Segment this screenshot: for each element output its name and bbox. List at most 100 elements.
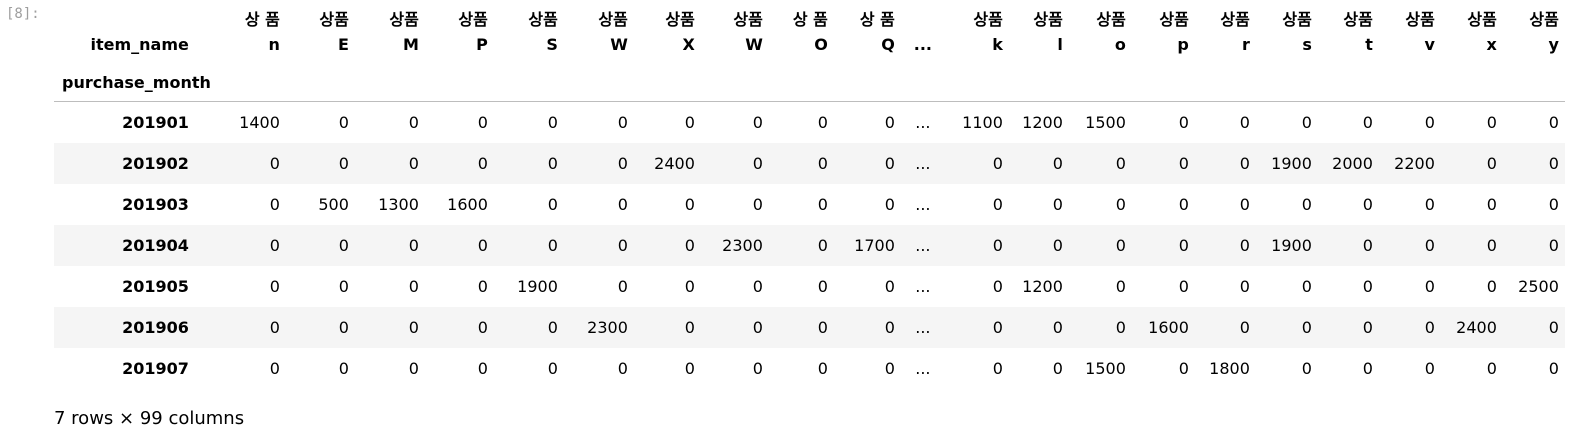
table-cell: 1200 xyxy=(1022,112,1063,132)
table-cell: 0 xyxy=(1548,317,1559,337)
column-header: 상 품 O xyxy=(769,0,834,61)
column-header-bottom: X xyxy=(682,35,695,54)
table-cell: 0 xyxy=(547,153,558,173)
column-header-bottom: M xyxy=(402,35,419,54)
blank-header-cell xyxy=(217,61,286,102)
table-cell: 2300 xyxy=(587,317,628,337)
table-cell: 0 xyxy=(1362,276,1373,296)
table-cell: 0 xyxy=(1052,358,1063,378)
table-cell: 0 xyxy=(1178,112,1189,132)
row-index-label: 201904 xyxy=(122,235,189,255)
column-header-top: 상품 xyxy=(1405,10,1435,29)
table-cell: 0 xyxy=(817,317,828,337)
table-cell: 1800 xyxy=(1209,358,1250,378)
table-cell: 0 xyxy=(1362,235,1373,255)
column-header-top: 상품 xyxy=(1033,10,1063,29)
column-header-bottom: r xyxy=(1241,35,1250,54)
row-index-label: 201906 xyxy=(122,317,189,337)
column-header: 상품 r xyxy=(1195,0,1256,61)
column-header: 상 품 n xyxy=(217,0,286,61)
column-header-top: 상품 xyxy=(1159,10,1189,29)
table-cell: 0 xyxy=(477,235,488,255)
table-cell: 0 xyxy=(817,276,828,296)
index-header-row: purchase_month xyxy=(54,61,1565,102)
column-header: 상품 W xyxy=(564,0,634,61)
blank-header-cell xyxy=(834,61,901,102)
column-header: 상품 v xyxy=(1379,0,1441,61)
table-cell: 0 xyxy=(617,235,628,255)
table-cell: 0 xyxy=(992,358,1003,378)
table-cell: 0 xyxy=(752,194,763,214)
table-cell: 1700 xyxy=(854,235,895,255)
blank-header-cell xyxy=(1379,61,1441,102)
column-header: 상품 x xyxy=(1441,0,1503,61)
table-cell: 0 xyxy=(817,112,828,132)
column-header-bottom: o xyxy=(1114,35,1126,54)
table-cell: 0 xyxy=(1424,358,1435,378)
index-axis-label: purchase_month xyxy=(62,73,211,92)
table-cell: 1600 xyxy=(1148,317,1189,337)
table-cell: 1900 xyxy=(1271,235,1312,255)
column-header-bottom: x xyxy=(1486,35,1497,54)
table-cell: 0 xyxy=(1362,112,1373,132)
table-cell: 0 xyxy=(752,317,763,337)
row-index-label: 201901 xyxy=(122,112,189,132)
column-header-bottom: W xyxy=(610,35,628,54)
column-header: 상 품 Q xyxy=(834,0,901,61)
table-cell: 0 xyxy=(338,276,349,296)
table-row: 201904 0 0 0 0 0 0 0 2300 0 1700... 0 0 0 0 0 1900 0 0 0 0 xyxy=(54,224,1565,266)
table-cell: 0 xyxy=(884,112,895,132)
table-cell: 0 xyxy=(1301,112,1312,132)
table-cell: 0 xyxy=(617,194,628,214)
table-cell: 0 xyxy=(1301,194,1312,214)
column-header-top: 상품 xyxy=(1529,10,1559,29)
blank-header-cell xyxy=(425,61,494,102)
column-header-top: 상품 xyxy=(528,10,558,29)
column-header-top: 상품 xyxy=(1282,10,1312,29)
table-cell: 0 xyxy=(817,358,828,378)
table-cell: 0 xyxy=(1486,194,1497,214)
table-cell: 0 xyxy=(1486,153,1497,173)
table-cell: 0 xyxy=(547,317,558,337)
blank-header-cell xyxy=(355,61,425,102)
column-header-bottom: E xyxy=(337,35,349,54)
table-cell: 0 xyxy=(269,317,280,337)
blank-header-cell xyxy=(1441,61,1503,102)
table-cell: 0 xyxy=(477,153,488,173)
table-cell: 0 xyxy=(1548,153,1559,173)
table-cell: 0 xyxy=(408,153,419,173)
blank-header-cell xyxy=(494,61,564,102)
blank-header-cell xyxy=(701,61,769,102)
blank-header-cell xyxy=(1009,61,1069,102)
table-cell: 0 xyxy=(477,317,488,337)
column-header-top: 상 품 xyxy=(244,10,280,29)
table-cell: 0 xyxy=(1115,153,1126,173)
table-cell: 0 xyxy=(617,276,628,296)
ellipsis-cell: ... xyxy=(913,35,932,54)
table-cell: 2400 xyxy=(654,153,695,173)
blank-header-cell xyxy=(1195,61,1256,102)
table-cell: 1500 xyxy=(1085,358,1126,378)
table-cell: 500 xyxy=(318,194,349,214)
column-header-bottom: Q xyxy=(881,35,895,54)
table-cell: 0 xyxy=(752,153,763,173)
ellipsis-cell: ... xyxy=(915,358,931,378)
row-index-label: 201907 xyxy=(122,358,189,378)
table-cell: 0 xyxy=(269,235,280,255)
table-cell: 0 xyxy=(1178,276,1189,296)
table-cell: 0 xyxy=(269,358,280,378)
table-cell: 1900 xyxy=(1271,153,1312,173)
blank-header-cell xyxy=(1256,61,1318,102)
table-cell: 0 xyxy=(884,194,895,214)
column-header-top: 상품 xyxy=(598,10,628,29)
column-header-top: 상품 xyxy=(458,10,488,29)
table-cell: 0 xyxy=(408,235,419,255)
table-cell: 0 xyxy=(992,194,1003,214)
column-header-bottom: n xyxy=(268,35,280,54)
column-header: 상품 P xyxy=(425,0,494,61)
table-cell: 0 xyxy=(1052,153,1063,173)
blank-header-cell xyxy=(564,61,634,102)
column-header: 상품 l xyxy=(1009,0,1069,61)
table-cell: 0 xyxy=(617,112,628,132)
